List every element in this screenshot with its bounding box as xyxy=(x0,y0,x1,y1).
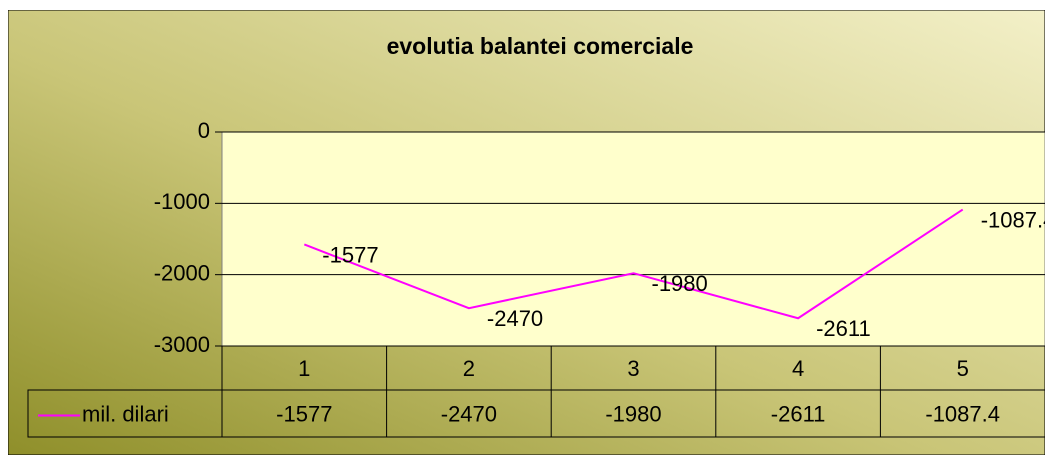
x-tick-label: 1 xyxy=(298,356,310,381)
chart-title: evolutia balantei comerciale xyxy=(387,33,694,59)
table-value: -2470 xyxy=(441,401,497,426)
y-tick-label: -1000 xyxy=(154,189,210,214)
plot-area xyxy=(221,131,1045,347)
table-value: -2611 xyxy=(771,401,826,426)
y-tick-label: -2000 xyxy=(154,260,210,285)
legend-label: mil. dilari xyxy=(82,401,169,426)
y-tick-label: 0 xyxy=(198,118,210,143)
x-tick-label: 2 xyxy=(463,356,475,381)
data-label: -2470 xyxy=(487,306,543,331)
table-value: -1087.4 xyxy=(925,401,1000,426)
data-label: -1980 xyxy=(652,271,708,296)
x-tick-label: 3 xyxy=(627,356,639,381)
data-label: -1087.4 xyxy=(981,207,1055,232)
line xyxy=(303,208,964,320)
data-label: -2611 xyxy=(816,316,871,341)
table-value: -1577 xyxy=(276,401,332,426)
x-tick-label: 4 xyxy=(792,356,804,381)
x-tick-label: 5 xyxy=(957,356,969,381)
y-tick-label: -3000 xyxy=(154,332,210,357)
table-value: -1980 xyxy=(605,401,661,426)
data-label: -1577 xyxy=(322,242,378,267)
